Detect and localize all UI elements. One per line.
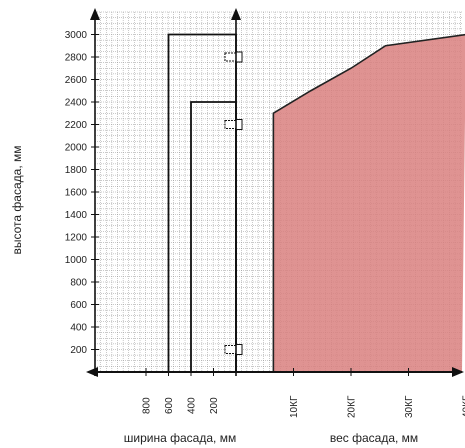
y-axis-title: высота фасада, мм: [10, 146, 24, 255]
weight-axis-title: вес фасада, мм: [330, 431, 418, 445]
y-tick-label: 800: [70, 278, 87, 289]
hinge-cup: [224, 120, 237, 129]
hinge-cup: [224, 52, 237, 62]
y-tick-label: 2400: [65, 98, 88, 109]
y-tick-label: 1400: [65, 210, 88, 221]
weight-tick-label: 10КГ: [289, 395, 300, 418]
x-axis-arrow-right: [452, 367, 464, 377]
weight-area: [273, 34, 465, 372]
weight-tick-label: 30КГ: [404, 395, 415, 418]
y-ticks: 200 400 600 800 1000 1200 1400 1600 1800 2000 2200…: [65, 30, 99, 356]
width-ticks: 800 600 400 200: [142, 368, 220, 414]
weight-limit-line: [272, 33, 465, 372]
y-tick-label: 400: [70, 323, 87, 334]
center-axis-arrow: [231, 8, 241, 20]
hinge-mark: [224, 119, 243, 130]
weight-ticks: 10КГ 20КГ 30КГ 40КГ: [289, 368, 465, 418]
y-axis-arrow: [90, 8, 100, 20]
hinge-cup: [224, 345, 237, 354]
y-tick-label: 1600: [65, 188, 88, 199]
hinge-plate: [235, 51, 243, 63]
hinge-mark: [224, 344, 243, 355]
width-tick-label: 600: [164, 397, 175, 414]
axes: [86, 8, 464, 377]
x-axis-arrow-left: [86, 367, 98, 377]
y-tick-label: 3000: [65, 30, 88, 41]
y-tick-label: 1800: [65, 165, 88, 176]
width-tick-label: 400: [187, 397, 198, 414]
y-tick-label: 2000: [65, 143, 88, 154]
weight-tick-label: 20КГ: [347, 395, 358, 418]
y-tick-label: 600: [70, 300, 87, 311]
y-tick-label: 2600: [65, 75, 88, 86]
hinge-plate: [235, 344, 243, 355]
y-tick-label: 2800: [65, 53, 88, 64]
y-tick-label: 1200: [65, 233, 88, 244]
hinge-mark: [224, 51, 243, 63]
width-axis-title: ширина фасада, мм: [124, 431, 236, 445]
y-tick-label: 2200: [65, 120, 88, 131]
hinge-plate: [235, 119, 243, 130]
weight-tick-label: 40КГ: [462, 395, 465, 418]
y-tick-label: 200: [70, 345, 87, 356]
weight-area-layer: [272, 33, 465, 372]
y-tick-label: 1000: [65, 255, 88, 266]
width-tick-label: 800: [142, 397, 153, 414]
width-tick-label: 200: [209, 397, 220, 414]
